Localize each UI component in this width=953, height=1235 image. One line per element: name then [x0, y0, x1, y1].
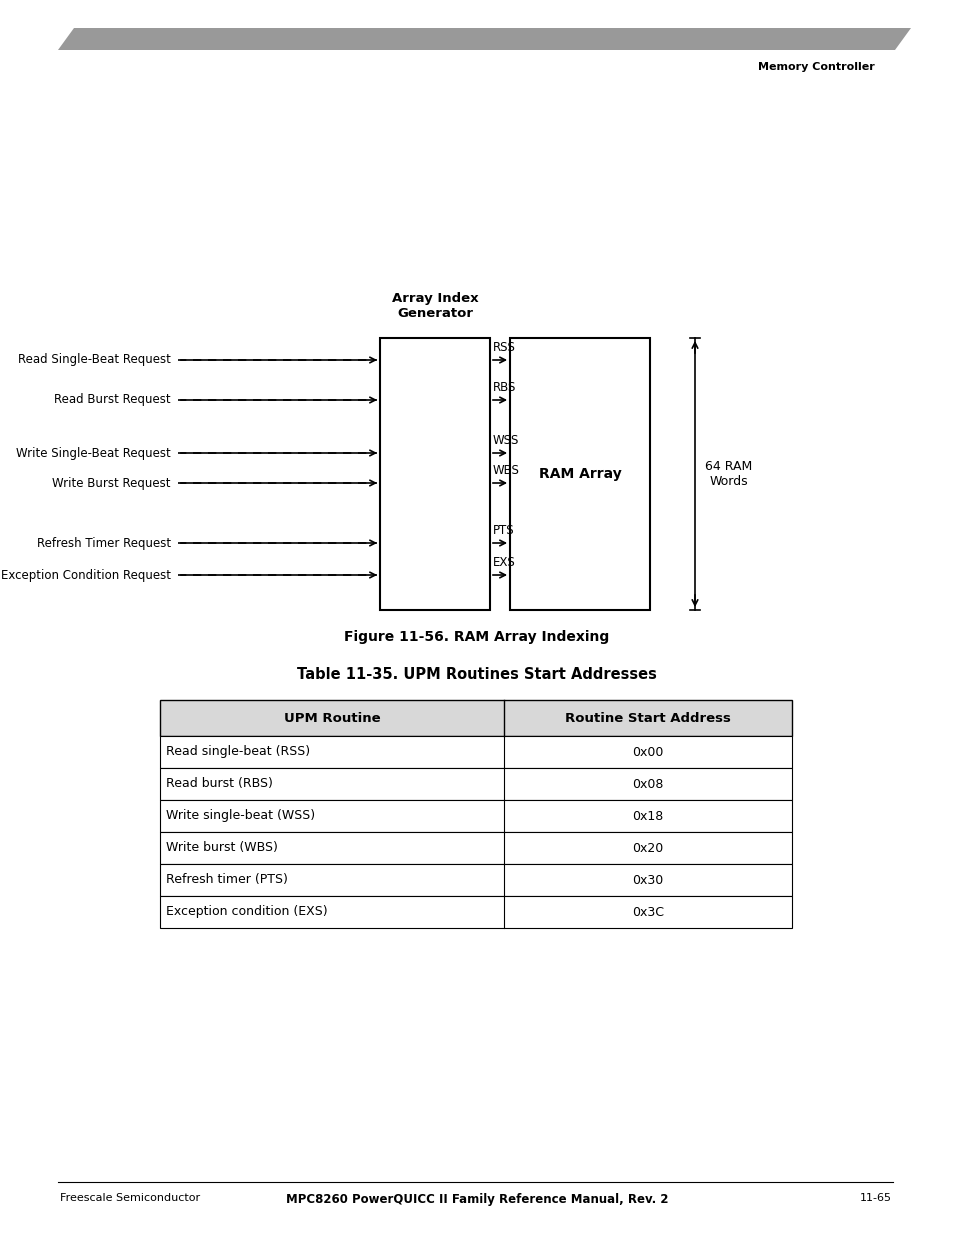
Text: Figure 11-56. RAM Array Indexing: Figure 11-56. RAM Array Indexing: [344, 630, 609, 643]
Text: UPM Routine: UPM Routine: [284, 711, 380, 725]
Text: PTS: PTS: [493, 524, 514, 537]
Text: Refresh timer (PTS): Refresh timer (PTS): [166, 873, 288, 887]
Text: 64 RAM
Words: 64 RAM Words: [704, 459, 752, 488]
Text: 0x08: 0x08: [632, 778, 663, 790]
Bar: [160, 832, 791, 864]
Text: MPC8260 PowerQUICC II Family Reference Manual, Rev. 2: MPC8260 PowerQUICC II Family Reference M…: [286, 1193, 667, 1207]
Text: 0x30: 0x30: [632, 873, 663, 887]
Text: Routine Start Address: Routine Start Address: [565, 711, 730, 725]
Text: Read single-beat (RSS): Read single-beat (RSS): [166, 746, 310, 758]
Text: WSS: WSS: [493, 433, 518, 447]
Text: WBS: WBS: [493, 464, 519, 477]
Text: Write single-beat (WSS): Write single-beat (WSS): [166, 809, 314, 823]
Text: 11-65: 11-65: [859, 1193, 891, 1203]
Text: RSS: RSS: [493, 341, 516, 354]
Text: 0x18: 0x18: [632, 809, 663, 823]
Text: RBS: RBS: [493, 382, 516, 394]
Polygon shape: [58, 28, 910, 49]
Text: Read Single-Beat Request: Read Single-Beat Request: [18, 353, 171, 367]
Text: Exception condition (EXS): Exception condition (EXS): [166, 905, 327, 919]
Bar: [160, 897, 791, 927]
Bar: [510, 338, 649, 610]
Text: Freescale Semiconductor: Freescale Semiconductor: [60, 1193, 200, 1203]
Text: Write Single-Beat Request: Write Single-Beat Request: [16, 447, 171, 459]
Bar: [160, 768, 791, 800]
Bar: [379, 338, 490, 610]
Bar: [160, 800, 791, 832]
Bar: [160, 864, 791, 897]
Text: 0x20: 0x20: [632, 841, 663, 855]
Bar: [160, 736, 791, 768]
Text: Read burst (RBS): Read burst (RBS): [166, 778, 273, 790]
Text: Exception Condition Request: Exception Condition Request: [1, 568, 171, 582]
Text: Write Burst Request: Write Burst Request: [52, 477, 171, 489]
Text: 0x00: 0x00: [632, 746, 663, 758]
Text: Memory Controller: Memory Controller: [758, 62, 874, 72]
Text: Table 11-35. UPM Routines Start Addresses: Table 11-35. UPM Routines Start Addresse…: [296, 667, 657, 682]
Text: 0x3C: 0x3C: [632, 905, 663, 919]
Text: Array Index
Generator: Array Index Generator: [392, 291, 477, 320]
Bar: [160, 700, 791, 736]
Text: Refresh Timer Request: Refresh Timer Request: [37, 536, 171, 550]
Text: Read Burst Request: Read Burst Request: [54, 394, 171, 406]
Text: EXS: EXS: [493, 556, 516, 569]
Text: Write burst (WBS): Write burst (WBS): [166, 841, 277, 855]
Text: RAM Array: RAM Array: [538, 467, 620, 480]
